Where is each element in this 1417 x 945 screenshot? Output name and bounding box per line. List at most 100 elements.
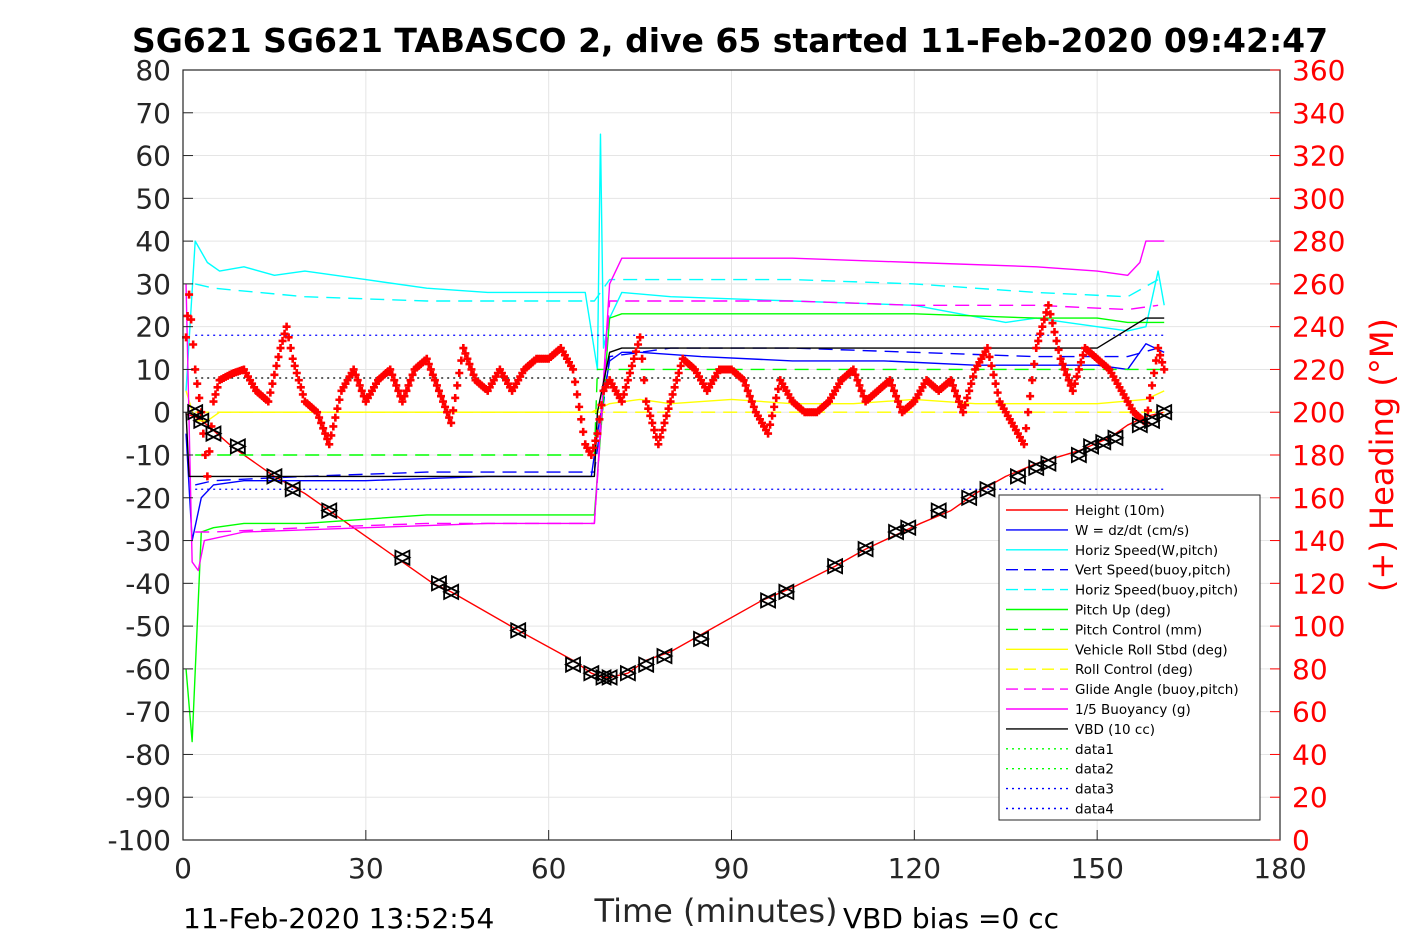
triangle-marker-right bbox=[1144, 412, 1162, 430]
heading-point bbox=[426, 365, 435, 374]
heading-point bbox=[1024, 408, 1033, 417]
heading-point bbox=[329, 422, 338, 431]
heading-point bbox=[989, 370, 998, 379]
heading-point bbox=[1052, 336, 1061, 345]
y2-tick-label: 180 bbox=[1292, 439, 1345, 472]
heading-point bbox=[319, 424, 328, 433]
heading-point bbox=[323, 434, 332, 443]
heading-point bbox=[634, 340, 643, 349]
heading-point bbox=[745, 392, 754, 401]
axes-layer: 0 30 60 90 120 150 18080706050403020100-10-20-… bbox=[107, 54, 1345, 885]
triangle-marker-right bbox=[930, 502, 948, 520]
heading-point bbox=[424, 360, 433, 369]
heading-point bbox=[1152, 356, 1161, 365]
heading-point bbox=[1150, 369, 1159, 378]
triangle-marker-right bbox=[827, 557, 845, 575]
heading-point bbox=[1056, 354, 1065, 363]
heading-point bbox=[349, 365, 358, 374]
x-tick-label: 120 bbox=[888, 852, 941, 885]
footer-vbd-bias: VBD bias =0 cc bbox=[843, 902, 1059, 935]
heading-point bbox=[577, 415, 586, 424]
triangle-marker-right bbox=[857, 540, 875, 558]
triangle-marker-right bbox=[266, 467, 284, 485]
triangle-marker-right bbox=[619, 664, 637, 682]
triangle-marker-right bbox=[321, 502, 339, 520]
y-tick-label: 0 bbox=[153, 396, 171, 429]
triangle-marker-right bbox=[961, 489, 979, 507]
heading-point bbox=[668, 390, 677, 399]
heading-point bbox=[642, 397, 651, 406]
heading-point bbox=[887, 381, 896, 390]
heading-point bbox=[629, 354, 638, 363]
chart-title: SG621 SG621 TABASCO 2, dive 65 started 1… bbox=[132, 21, 1328, 60]
heading-point bbox=[764, 429, 773, 438]
y-tick-label: 40 bbox=[135, 225, 171, 258]
heading-point bbox=[617, 397, 626, 406]
heading-point bbox=[447, 418, 456, 427]
heading-point bbox=[211, 390, 220, 399]
y-tick-label: 60 bbox=[135, 140, 171, 173]
heading-point bbox=[185, 290, 194, 299]
heading-point bbox=[619, 390, 628, 399]
heading-point bbox=[1034, 336, 1043, 345]
heading-point bbox=[1042, 308, 1051, 317]
heading-point bbox=[213, 383, 222, 392]
heading-point bbox=[353, 376, 362, 385]
heading-point bbox=[441, 402, 450, 411]
series-pitch-up-deg-line bbox=[185, 313, 1165, 743]
y-tick-label: 80 bbox=[135, 54, 171, 87]
heading-point bbox=[1028, 376, 1037, 385]
triangle-marker-right bbox=[778, 583, 796, 601]
heading-point bbox=[623, 376, 632, 385]
heading-point bbox=[296, 383, 305, 392]
y2-tick-label: 160 bbox=[1292, 482, 1345, 515]
heading-point bbox=[355, 381, 364, 390]
y2-tick-label: 320 bbox=[1292, 140, 1345, 173]
triangle-marker-right bbox=[284, 480, 302, 498]
right-axis-label: (+) Heading (°M) bbox=[1363, 318, 1401, 592]
heading-point bbox=[674, 369, 683, 378]
y-tick-label: -60 bbox=[125, 653, 171, 686]
heading-point bbox=[280, 329, 289, 338]
y-tick-label: -80 bbox=[125, 738, 171, 771]
y-tick-label: -10 bbox=[125, 439, 171, 472]
heading-point bbox=[774, 385, 783, 394]
triangle-marker-right bbox=[1028, 459, 1046, 477]
y-tick-label: 50 bbox=[135, 182, 171, 215]
heading-point bbox=[741, 381, 750, 390]
heading-point bbox=[579, 427, 588, 436]
heading-point bbox=[672, 376, 681, 385]
heading-point bbox=[284, 333, 293, 342]
triangle-marker-right bbox=[1040, 455, 1058, 473]
legend-label-horiz-speed-w-pitch: Horiz Speed(W,pitch) bbox=[1075, 543, 1218, 559]
triangle-marker-right bbox=[979, 480, 997, 498]
heading-point bbox=[1066, 381, 1075, 390]
heading-point bbox=[453, 381, 462, 390]
heading-point bbox=[963, 393, 972, 402]
heading-point bbox=[591, 436, 600, 445]
heading-point bbox=[967, 379, 976, 388]
heading-point bbox=[434, 386, 443, 395]
heading-point bbox=[1050, 328, 1059, 337]
heading-point bbox=[1062, 370, 1071, 379]
heading-point bbox=[593, 429, 602, 438]
heading-point bbox=[276, 344, 285, 353]
heading-point bbox=[1054, 345, 1063, 354]
heading-point bbox=[189, 340, 198, 349]
heading-point bbox=[386, 365, 395, 374]
heading-point bbox=[325, 440, 334, 449]
y-tick-label: 20 bbox=[135, 311, 171, 344]
heading-point bbox=[398, 397, 407, 406]
y2-tick-label: 100 bbox=[1292, 610, 1345, 643]
y2-tick-label: 80 bbox=[1292, 653, 1328, 686]
heading-point bbox=[632, 347, 641, 356]
heading-point bbox=[390, 376, 399, 385]
triangle-marker-right bbox=[1156, 403, 1174, 421]
heading-point bbox=[621, 383, 630, 392]
heading-point bbox=[1036, 329, 1045, 338]
heading-point bbox=[575, 402, 584, 411]
heading-point bbox=[676, 361, 685, 370]
heading-point bbox=[400, 392, 409, 401]
heading-point bbox=[991, 379, 1000, 388]
